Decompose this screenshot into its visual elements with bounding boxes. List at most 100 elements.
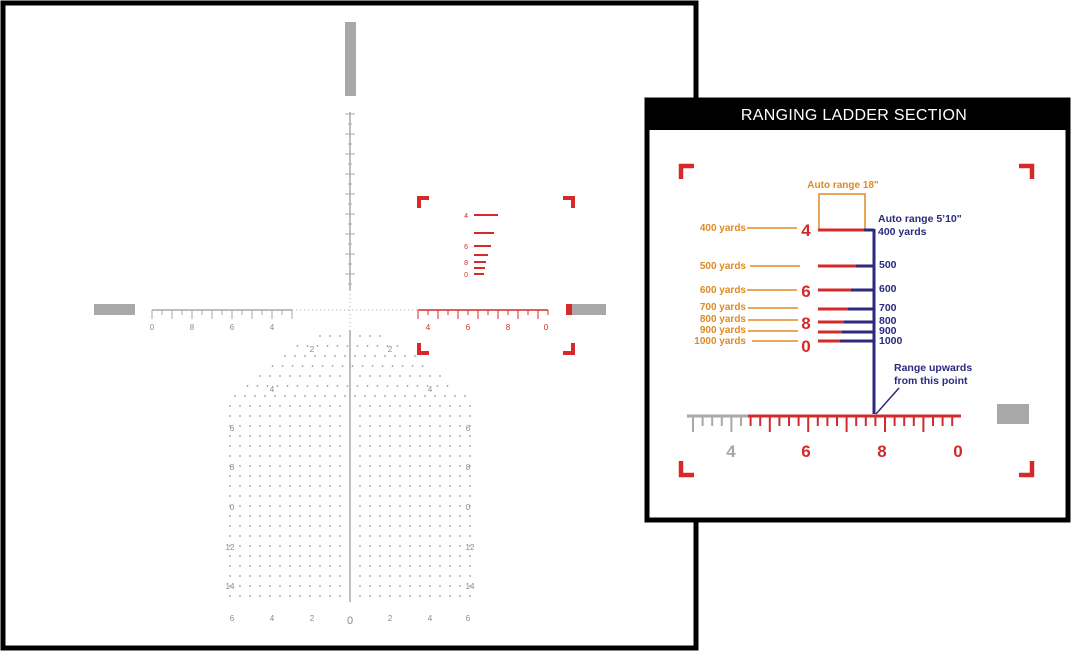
holdover-dot [259, 515, 261, 517]
holdover-dot [329, 535, 331, 537]
holdover-dot [379, 465, 381, 467]
holdover-0-left: 0 [230, 503, 235, 512]
holdover-dot [436, 385, 439, 387]
inset-scale-labels: 4 6 8 0 [726, 442, 962, 461]
inset-ladder [747, 227, 874, 343]
holdover-dot [459, 435, 461, 437]
holdover-dot [419, 575, 421, 577]
holdover-dot [429, 445, 431, 447]
holdover-dot [379, 405, 381, 407]
holdover-dot [359, 505, 361, 507]
holdover-dot [259, 375, 261, 377]
holdover-dot [429, 535, 431, 537]
inset-right-post [997, 404, 1029, 424]
holdover-dot [339, 525, 341, 527]
inset-title-bar [647, 100, 1068, 130]
holdover-dot [279, 565, 281, 567]
holdover-dot [379, 525, 381, 527]
holdover-dot [449, 485, 451, 487]
holdover-dot [319, 545, 321, 547]
holdover-dot [439, 425, 441, 427]
holdover-dot [369, 485, 371, 487]
holdover-dot [356, 385, 359, 387]
holdover-dot [361, 365, 364, 367]
holdover-dot [229, 565, 231, 567]
holdover-dot [339, 405, 341, 407]
holdover-dot [229, 515, 231, 517]
holdover-dot [329, 455, 331, 457]
left-post [94, 304, 135, 315]
holdover-dot [249, 475, 251, 477]
holdover-dot [249, 595, 251, 597]
bottom-4-left: 4 [270, 614, 275, 623]
holdover-dot [384, 395, 386, 397]
holdover-dot [469, 595, 471, 597]
holdover-dot [379, 485, 381, 487]
holdover-dot [384, 355, 386, 357]
holdover-dot [409, 495, 411, 497]
holdover-dot [309, 545, 311, 547]
holdover-dot [359, 415, 361, 417]
holdover-dot [269, 435, 271, 437]
holdover-dot [399, 415, 401, 417]
holdover-dot [299, 495, 301, 497]
holdover-dot [409, 545, 411, 547]
holdover-dot [429, 555, 431, 557]
holdover-dot [329, 495, 331, 497]
holdover-dot [329, 595, 331, 597]
holdover-dot [279, 515, 281, 517]
holdover-dot [359, 335, 361, 337]
holdover-labels: 2 2 4 4 6 6 8 8 0 0 12 12 14 14 [226, 345, 475, 591]
holdover-dot [459, 575, 461, 577]
holdover-dot [259, 545, 261, 547]
holdover-dot [369, 445, 371, 447]
holdover-dot [329, 445, 331, 447]
holdover-dot [289, 595, 291, 597]
holdover-dot [289, 435, 291, 437]
holdover-dot [344, 355, 346, 357]
right-post [572, 304, 606, 315]
holdover-dot [239, 405, 241, 407]
ladder-label-6: 6 [464, 244, 468, 251]
holdover-dot [266, 385, 269, 387]
holdover-dot [404, 355, 406, 357]
holdover-dot [399, 565, 401, 567]
holdover-dot [459, 475, 461, 477]
holdover-12-right: 12 [466, 543, 475, 552]
holdover-dot [444, 395, 446, 397]
holdover-dot [419, 595, 421, 597]
holdover-dot [269, 445, 271, 447]
holdover-dot [259, 425, 261, 427]
holdover-dot [276, 385, 279, 387]
holdover-dot [439, 465, 441, 467]
inset-bracket-bottom-left [678, 461, 694, 478]
bottom-2-right: 2 [388, 614, 393, 623]
holdover-dot [316, 345, 319, 347]
holdover-dot [249, 575, 251, 577]
bracket-top-left [417, 196, 429, 208]
holdover-dot [359, 405, 361, 407]
right-label-900: 900 [879, 325, 897, 337]
holdover-dot [269, 515, 271, 517]
holdover-dot [399, 475, 401, 477]
holdover-dot [289, 515, 291, 517]
holdover-dot [301, 365, 304, 367]
holdover-dot [269, 375, 271, 377]
holdover-dot [449, 535, 451, 537]
yards-400: 400 yards [700, 223, 747, 234]
holdover-dot [409, 465, 411, 467]
holdover-dot [379, 505, 381, 507]
bottom-2-left: 2 [310, 614, 315, 623]
holdover-dot [259, 445, 261, 447]
holdover-dot [309, 535, 311, 537]
holdover-dot [419, 535, 421, 537]
holdover-dot [389, 575, 391, 577]
holdover-dot [269, 545, 271, 547]
holdover-dot [459, 495, 461, 497]
holdover-dot [409, 555, 411, 557]
holdover-dot [419, 465, 421, 467]
holdover-dot [269, 485, 271, 487]
holdover-dot [269, 425, 271, 427]
holdover-dot [299, 425, 301, 427]
holdover-dot [389, 565, 391, 567]
